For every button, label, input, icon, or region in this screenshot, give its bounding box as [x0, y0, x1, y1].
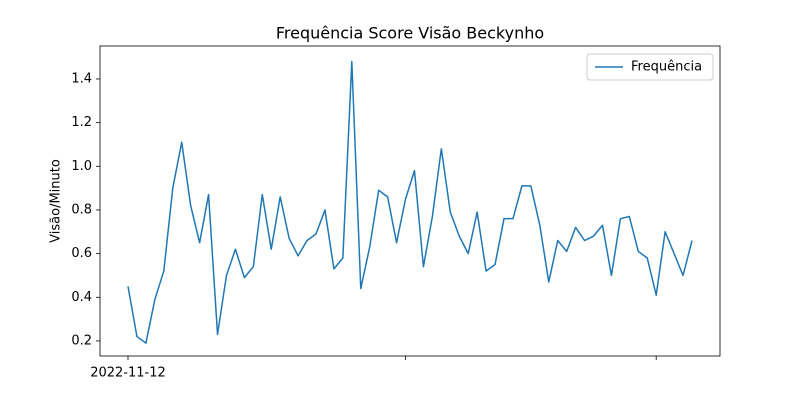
- y-tick-label: 0.8: [71, 202, 92, 217]
- plot-frame: [99, 45, 721, 357]
- y-tick-label: 1.4: [71, 71, 92, 86]
- y-axis-label: Visão/Minuto: [49, 159, 64, 243]
- chart-title: Frequência Score Visão Beckynho: [276, 24, 544, 43]
- legend-label: Frequência: [631, 60, 702, 75]
- x-tick-label: 2022-11-12: [90, 366, 166, 381]
- y-tick-label: 0.2: [71, 333, 92, 348]
- y-tick-label: 1.2: [71, 115, 92, 130]
- legend-box: [586, 53, 714, 81]
- y-tick-label: 0.6: [71, 246, 92, 261]
- y-tick-label: 1.0: [71, 159, 92, 174]
- data-line: [127, 60, 693, 344]
- y-tick-label: 0.4: [71, 290, 92, 305]
